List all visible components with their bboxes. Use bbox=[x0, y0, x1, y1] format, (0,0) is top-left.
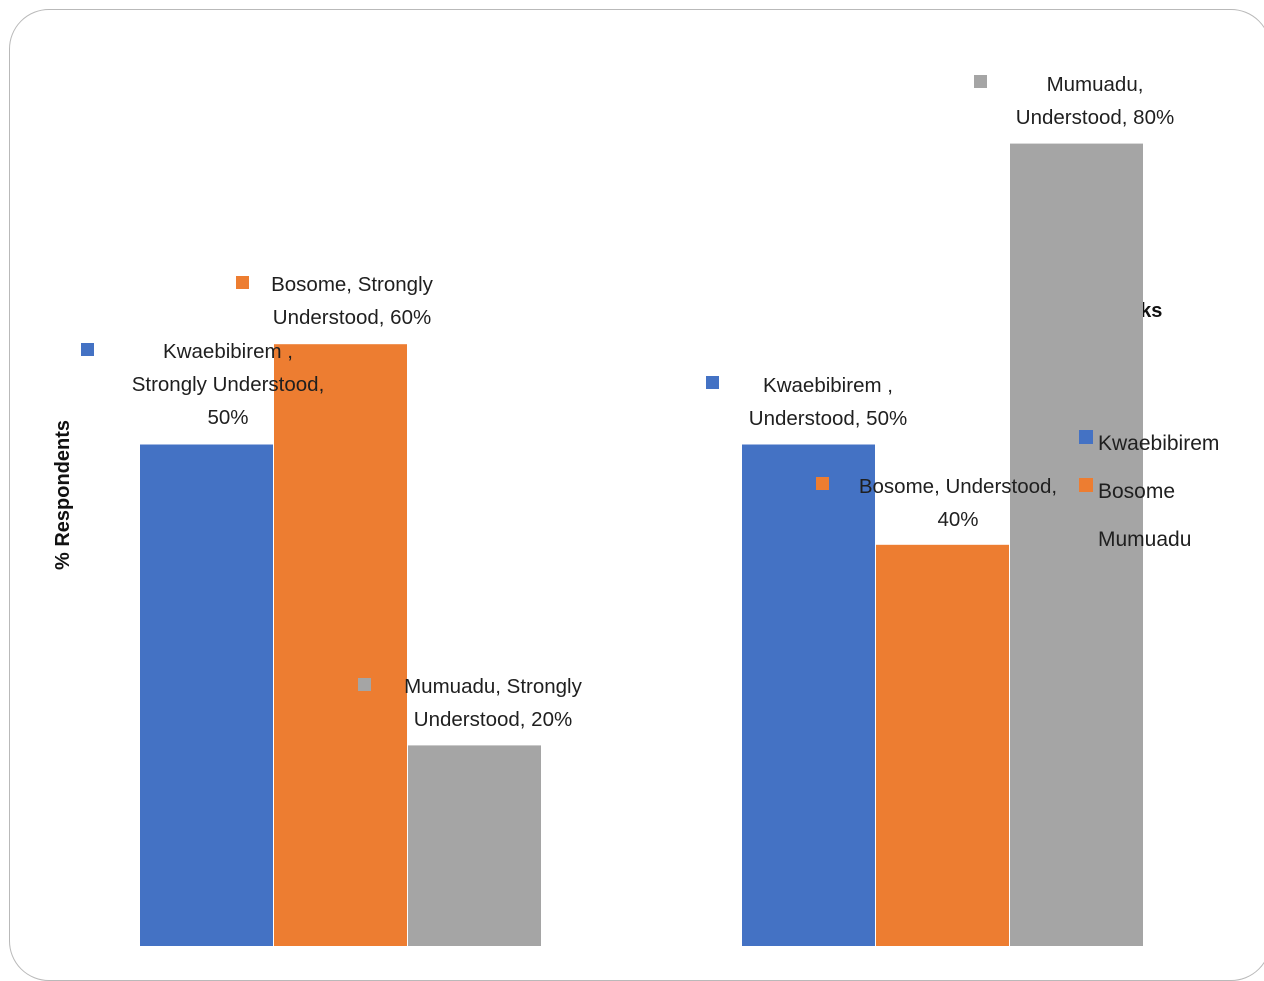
legend: Kwaebibirem Bosome Mumuadu bbox=[1079, 430, 1219, 551]
data-label-text: Kwaebibirem , bbox=[763, 374, 893, 397]
data-label-text: Mumuadu, bbox=[1047, 73, 1144, 96]
data-label-text: Understood, 20% bbox=[414, 708, 572, 731]
data-label-text: Kwaebibirem , bbox=[163, 340, 293, 363]
data-labels-layer: Kwaebibirem , Strongly Understood, 50% Boso… bbox=[81, 73, 1174, 731]
data-label-text: Bosome, Understood, bbox=[859, 475, 1057, 498]
bar-kwaebibirem-1 bbox=[742, 444, 875, 946]
data-label-marker bbox=[706, 376, 719, 389]
bars-layer bbox=[140, 143, 1143, 947]
bar-mumuadu-1 bbox=[1010, 143, 1143, 947]
legend-label-bosome: Bosome bbox=[1098, 480, 1175, 503]
data-label-text: Strongly Understood, bbox=[132, 373, 325, 396]
legend-label-kwaebibirem: Kwaebibirem bbox=[1098, 432, 1219, 455]
bar-kwaebibirem-0 bbox=[140, 444, 273, 946]
legend-swatch-bosome bbox=[1079, 478, 1093, 492]
legend-label-mumuadu: Mumuadu bbox=[1098, 528, 1191, 551]
data-label-marker bbox=[358, 678, 371, 691]
data-label-text: Mumuadu, Strongly bbox=[404, 675, 583, 698]
data-label-marker bbox=[974, 75, 987, 88]
data-label-text: Understood, 80% bbox=[1016, 106, 1174, 129]
data-label-marker bbox=[81, 343, 94, 356]
y-axis-label: % Respondents bbox=[52, 420, 74, 570]
data-label-text: Understood, 60% bbox=[273, 306, 431, 329]
legend-swatch-kwaebibirem bbox=[1079, 430, 1093, 444]
bar-mumuadu-0 bbox=[408, 745, 541, 946]
data-label-text: 50% bbox=[207, 406, 248, 429]
data-label-text: 40% bbox=[937, 508, 978, 531]
bar-bosome-0 bbox=[274, 344, 407, 946]
data-label-marker bbox=[816, 477, 829, 490]
data-label-text: Understood, 50% bbox=[749, 407, 907, 430]
data-label-text: Bosome, Strongly bbox=[271, 273, 434, 296]
bar-bosome-1 bbox=[876, 544, 1009, 946]
data-label-marker bbox=[236, 276, 249, 289]
